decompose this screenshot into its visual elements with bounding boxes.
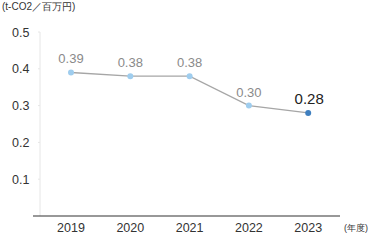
y-tick-label: 0.5 — [12, 26, 29, 40]
data-line — [71, 72, 308, 112]
data-point — [127, 73, 133, 79]
y-tick — [38, 105, 40, 106]
y-axis-line — [40, 32, 41, 216]
data-label: 0.38 — [118, 55, 143, 70]
data-point — [68, 69, 74, 75]
x-axis-line — [33, 215, 340, 216]
y-tick-label: 0.2 — [12, 136, 29, 150]
data-label: 0.28 — [295, 90, 324, 107]
y-tick-label: 0.3 — [12, 99, 29, 113]
y-axis-label: (t-CO2／百万円) — [2, 1, 75, 12]
y-tick — [38, 142, 40, 143]
plot-area — [68, 69, 311, 115]
data-label: 0.38 — [177, 55, 202, 70]
x-tick-label: 2020 — [116, 221, 144, 235]
data-point — [305, 110, 311, 116]
x-axis-label: (年度) — [344, 223, 368, 233]
y-tick — [38, 32, 40, 33]
data-point — [187, 73, 193, 79]
data-point — [246, 103, 252, 109]
chart: (t-CO2／百万円) 0.1 0.2 0.3 0.4 0.5 2019 2020 2021 20… — [0, 0, 370, 235]
y-tick — [38, 179, 40, 180]
y-tick — [38, 68, 40, 69]
y-tick-label: 0.4 — [12, 62, 29, 76]
x-tick-label: 2021 — [176, 221, 204, 235]
x-tick-label: 2023 — [294, 221, 322, 235]
x-tick-label: 2019 — [57, 221, 85, 235]
data-label: 0.39 — [58, 51, 83, 66]
data-label: 0.30 — [236, 85, 261, 100]
x-tick-label: 2022 — [235, 221, 263, 235]
y-tick-label: 0.1 — [12, 173, 29, 187]
